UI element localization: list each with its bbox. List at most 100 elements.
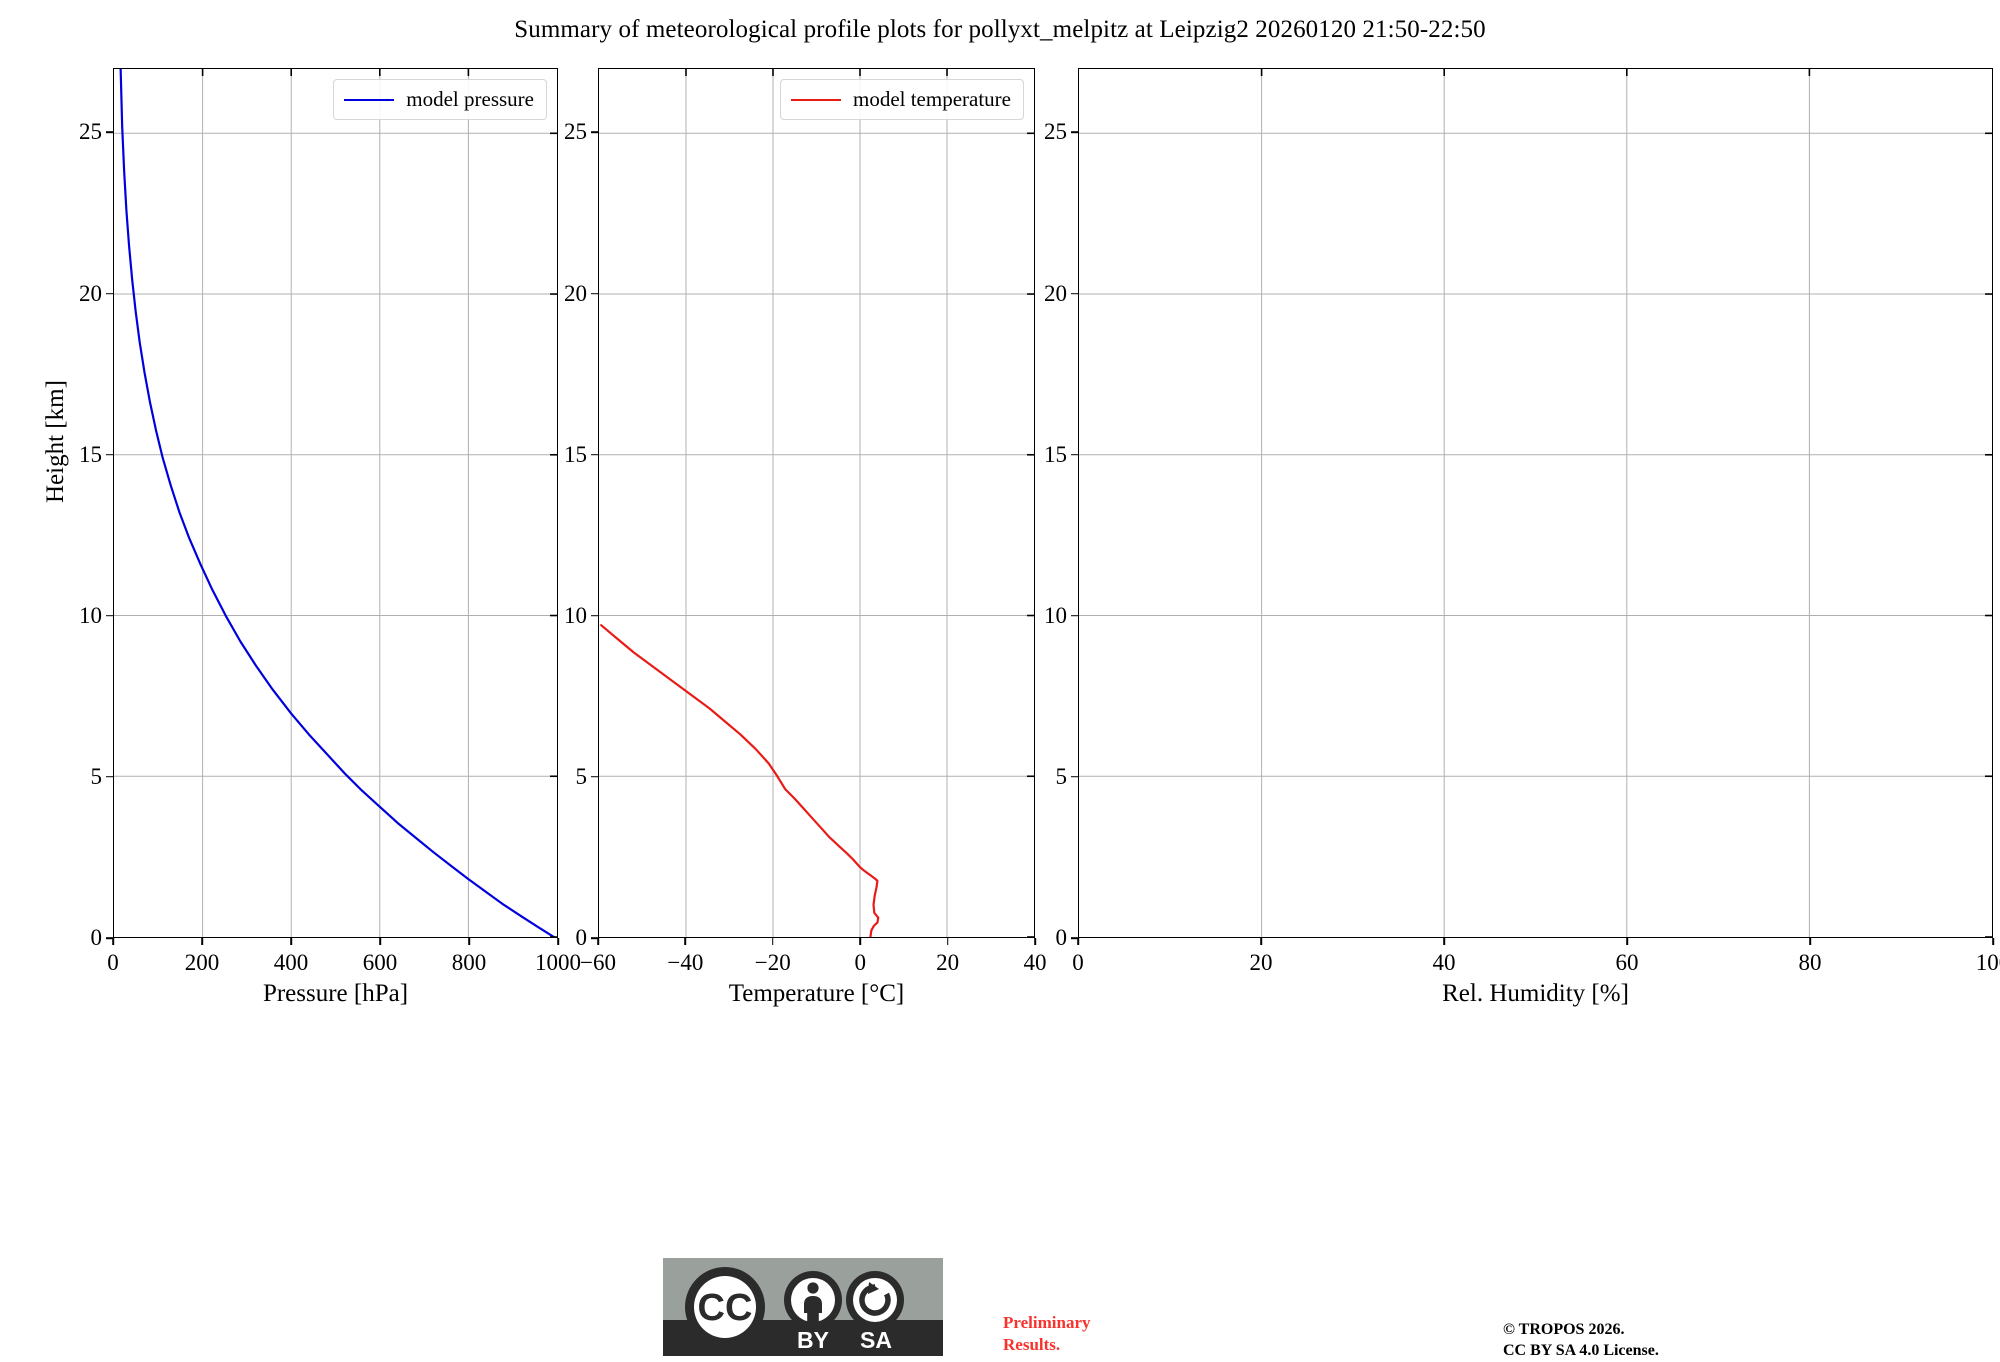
x-tick-label: −40 [667,950,704,975]
y-tick-mark [106,131,113,134]
y-tick-label: 15 [1044,441,1067,467]
y-tick-label: 25 [564,119,587,145]
preliminary-line-1: Preliminary [1003,1313,1091,1332]
y-tick-label: 10 [564,602,587,628]
x-tick-label: 600 [362,950,398,975]
x-tick-label: 40 [1023,950,1047,975]
x-tick-label: 0 [1072,950,1084,975]
y-axis-label: Height [km] [42,380,69,503]
page-title: Summary of meteorological profile plots … [514,16,1486,43]
credit-line-2: CC BY SA 4.0 License. [1503,1341,1659,1359]
y-tick-mark [1071,453,1078,456]
cc-by-label: BY [797,1327,829,1353]
x-tick-label: 0 [107,950,119,975]
data-series-model-pressure [119,69,555,937]
y-tick-label: 20 [79,280,102,306]
y-tick-label: 10 [1044,602,1067,628]
x-tick-label: 0 [854,950,866,975]
tropos-credit: © TROPOS 2026. CC BY SA 4.0 License. [1503,1320,1659,1362]
y-tick-mark [1071,131,1078,134]
x-tick-mark [290,938,292,945]
preliminary-line-2: Results. [1003,1334,1061,1354]
y-tick-mark [106,776,113,778]
x-tick-mark [557,938,559,945]
y-tick-label: 5 [90,763,103,789]
panel-humidity: Rel. Humidity [%] 0 5 10 15 20 25 0 20 40 60 80 100 [1044,68,2000,1007]
cc-badge-glyphs: CC BY SA [685,1267,904,1353]
x-tick-label: 20 [936,950,960,975]
y-tick-mark [591,453,598,456]
sa-sharealike-icon [846,1271,904,1329]
preliminary-results-note: Preliminary Results. [1003,1312,1091,1356]
cc-sa-label: SA [860,1327,892,1353]
humidity-plot-svg [1079,69,1992,937]
y-tick-mark [106,937,113,939]
x-tick-mark [201,938,203,945]
x-axis-label-temperature: Temperature [°C] [728,980,905,1007]
x-tick-label: 400 [273,950,309,975]
y-tick-label: 15 [79,441,102,467]
y-tick-mark [106,614,113,617]
plot-area-humidity [1078,68,1993,938]
x-tick-label: 40 [1432,950,1456,975]
x-tick-mark [1443,938,1445,945]
cc-icon: CC [685,1267,765,1347]
y-tick-mark [591,776,598,778]
x-tick-mark [112,938,114,945]
y-tick-label: 25 [79,119,102,145]
y-tick-mark [591,131,598,134]
y-tick-label: 15 [564,441,587,467]
pressure-plot-svg [114,69,557,937]
x-tick-mark [684,938,687,945]
plot-area-temperature [598,68,1035,938]
x-axis-label-pressure: Pressure [hPa] [262,980,409,1007]
legend-label-temperature: model temperature [852,87,1011,111]
x-tick-mark [1077,938,1079,945]
legend-line-swatch-pressure [344,98,395,101]
y-tick-label: 20 [564,280,587,306]
x-tick-label: 20 [1249,950,1273,975]
data-series-model-temperature [600,624,880,937]
x-tick-label: −60 [580,950,616,975]
y-tick-label: 20 [1044,280,1067,306]
x-tick-label: 100 [1975,950,2000,975]
x-tick-mark [859,938,861,945]
creative-commons-badge: CC BY SA [663,1258,943,1356]
x-tick-label: 800 [451,950,487,975]
temperature-plot-svg [599,69,1034,937]
y-tick-label: 25 [1044,119,1067,145]
y-tick-mark [1071,614,1078,617]
y-tick-mark [591,937,598,939]
y-tick-label: 10 [79,602,102,628]
x-tick-label: 80 [1798,950,1822,975]
svg-text:CC: CC [698,1287,753,1329]
x-tick-mark [1626,938,1628,945]
panel-temperature: model temperature Temperature [°C] 0 5 10 1… [564,68,1047,1007]
y-tick-label: 0 [575,925,588,950]
x-axis-label-humidity: Rel. Humidity [%] [1442,980,1629,1007]
x-tick-label: −20 [754,950,791,975]
panel-pressure: model pressure Pressure [hPa] 0 5 10 15 20 25… [79,68,581,1007]
y-tick-label: 0 [1055,925,1068,950]
y-tick-mark [1071,776,1078,778]
x-tick-label: 1000 [535,950,581,975]
y-tick-mark [106,292,113,295]
y-tick-mark [591,292,598,295]
x-tick-mark [1034,938,1036,945]
y-tick-mark [591,614,598,617]
y-tick-label: 5 [575,763,588,789]
y-tick-mark [1071,292,1078,295]
x-tick-mark [1809,938,1811,945]
x-tick-mark [379,938,381,945]
plot-area-pressure [113,68,558,938]
legend-temperature[interactable]: model temperature [779,79,1024,120]
y-tick-label: 0 [90,925,103,950]
x-tick-mark [1260,938,1262,945]
x-tick-label: 60 [1615,950,1639,975]
by-person-icon [784,1271,842,1329]
legend-label-pressure: model pressure [406,87,534,111]
x-tick-mark [468,938,470,945]
y-tick-mark [1071,937,1078,939]
legend-pressure[interactable]: model pressure [333,79,547,120]
